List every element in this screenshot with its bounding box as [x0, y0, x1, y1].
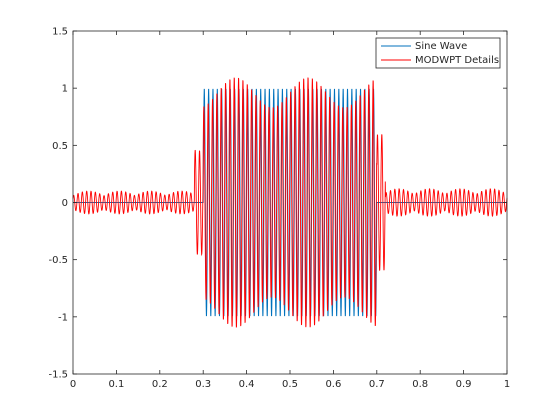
- y-tick-label: 1.5: [52, 27, 68, 38]
- y-tick-label: 1: [62, 84, 68, 95]
- x-tick-label: 0.9: [456, 379, 472, 390]
- x-tick-label: 0.1: [108, 379, 124, 390]
- legend-label-modwpt-details: MODWPT Details: [415, 55, 499, 66]
- x-tick-label: 0.7: [369, 379, 385, 390]
- x-tick-label: 1: [504, 379, 510, 390]
- x-tick-label: 0.5: [282, 379, 298, 390]
- x-tick-label: 0.2: [152, 379, 168, 390]
- x-tick-label: 0.4: [239, 379, 255, 390]
- x-tick-label: 0.8: [412, 379, 428, 390]
- series-line-modwpt-details: [72, 77, 508, 328]
- x-tick-label: 0.3: [195, 379, 211, 390]
- y-tick-label: -1.5: [48, 370, 68, 381]
- y-tick-label: -1: [58, 312, 68, 323]
- x-tick-label: 0: [70, 379, 76, 390]
- y-tick-label: 0.5: [52, 141, 68, 152]
- series-layer: [72, 77, 508, 328]
- y-tick-label: 0: [62, 198, 68, 209]
- legend: Sine Wave MODWPT Details: [375, 37, 501, 69]
- legend-label-sine-wave: Sine Wave: [415, 41, 467, 52]
- ticks-layer: 0 0.1 0.2 0.3 0.4 0.5 0.6 0.7 0.8 0.9 1 -1.5 -1 -0.5 0…: [48, 27, 510, 391]
- x-tick-label: 0.6: [325, 379, 341, 390]
- y-tick-label: -0.5: [48, 255, 68, 266]
- legend-box: [375, 37, 501, 69]
